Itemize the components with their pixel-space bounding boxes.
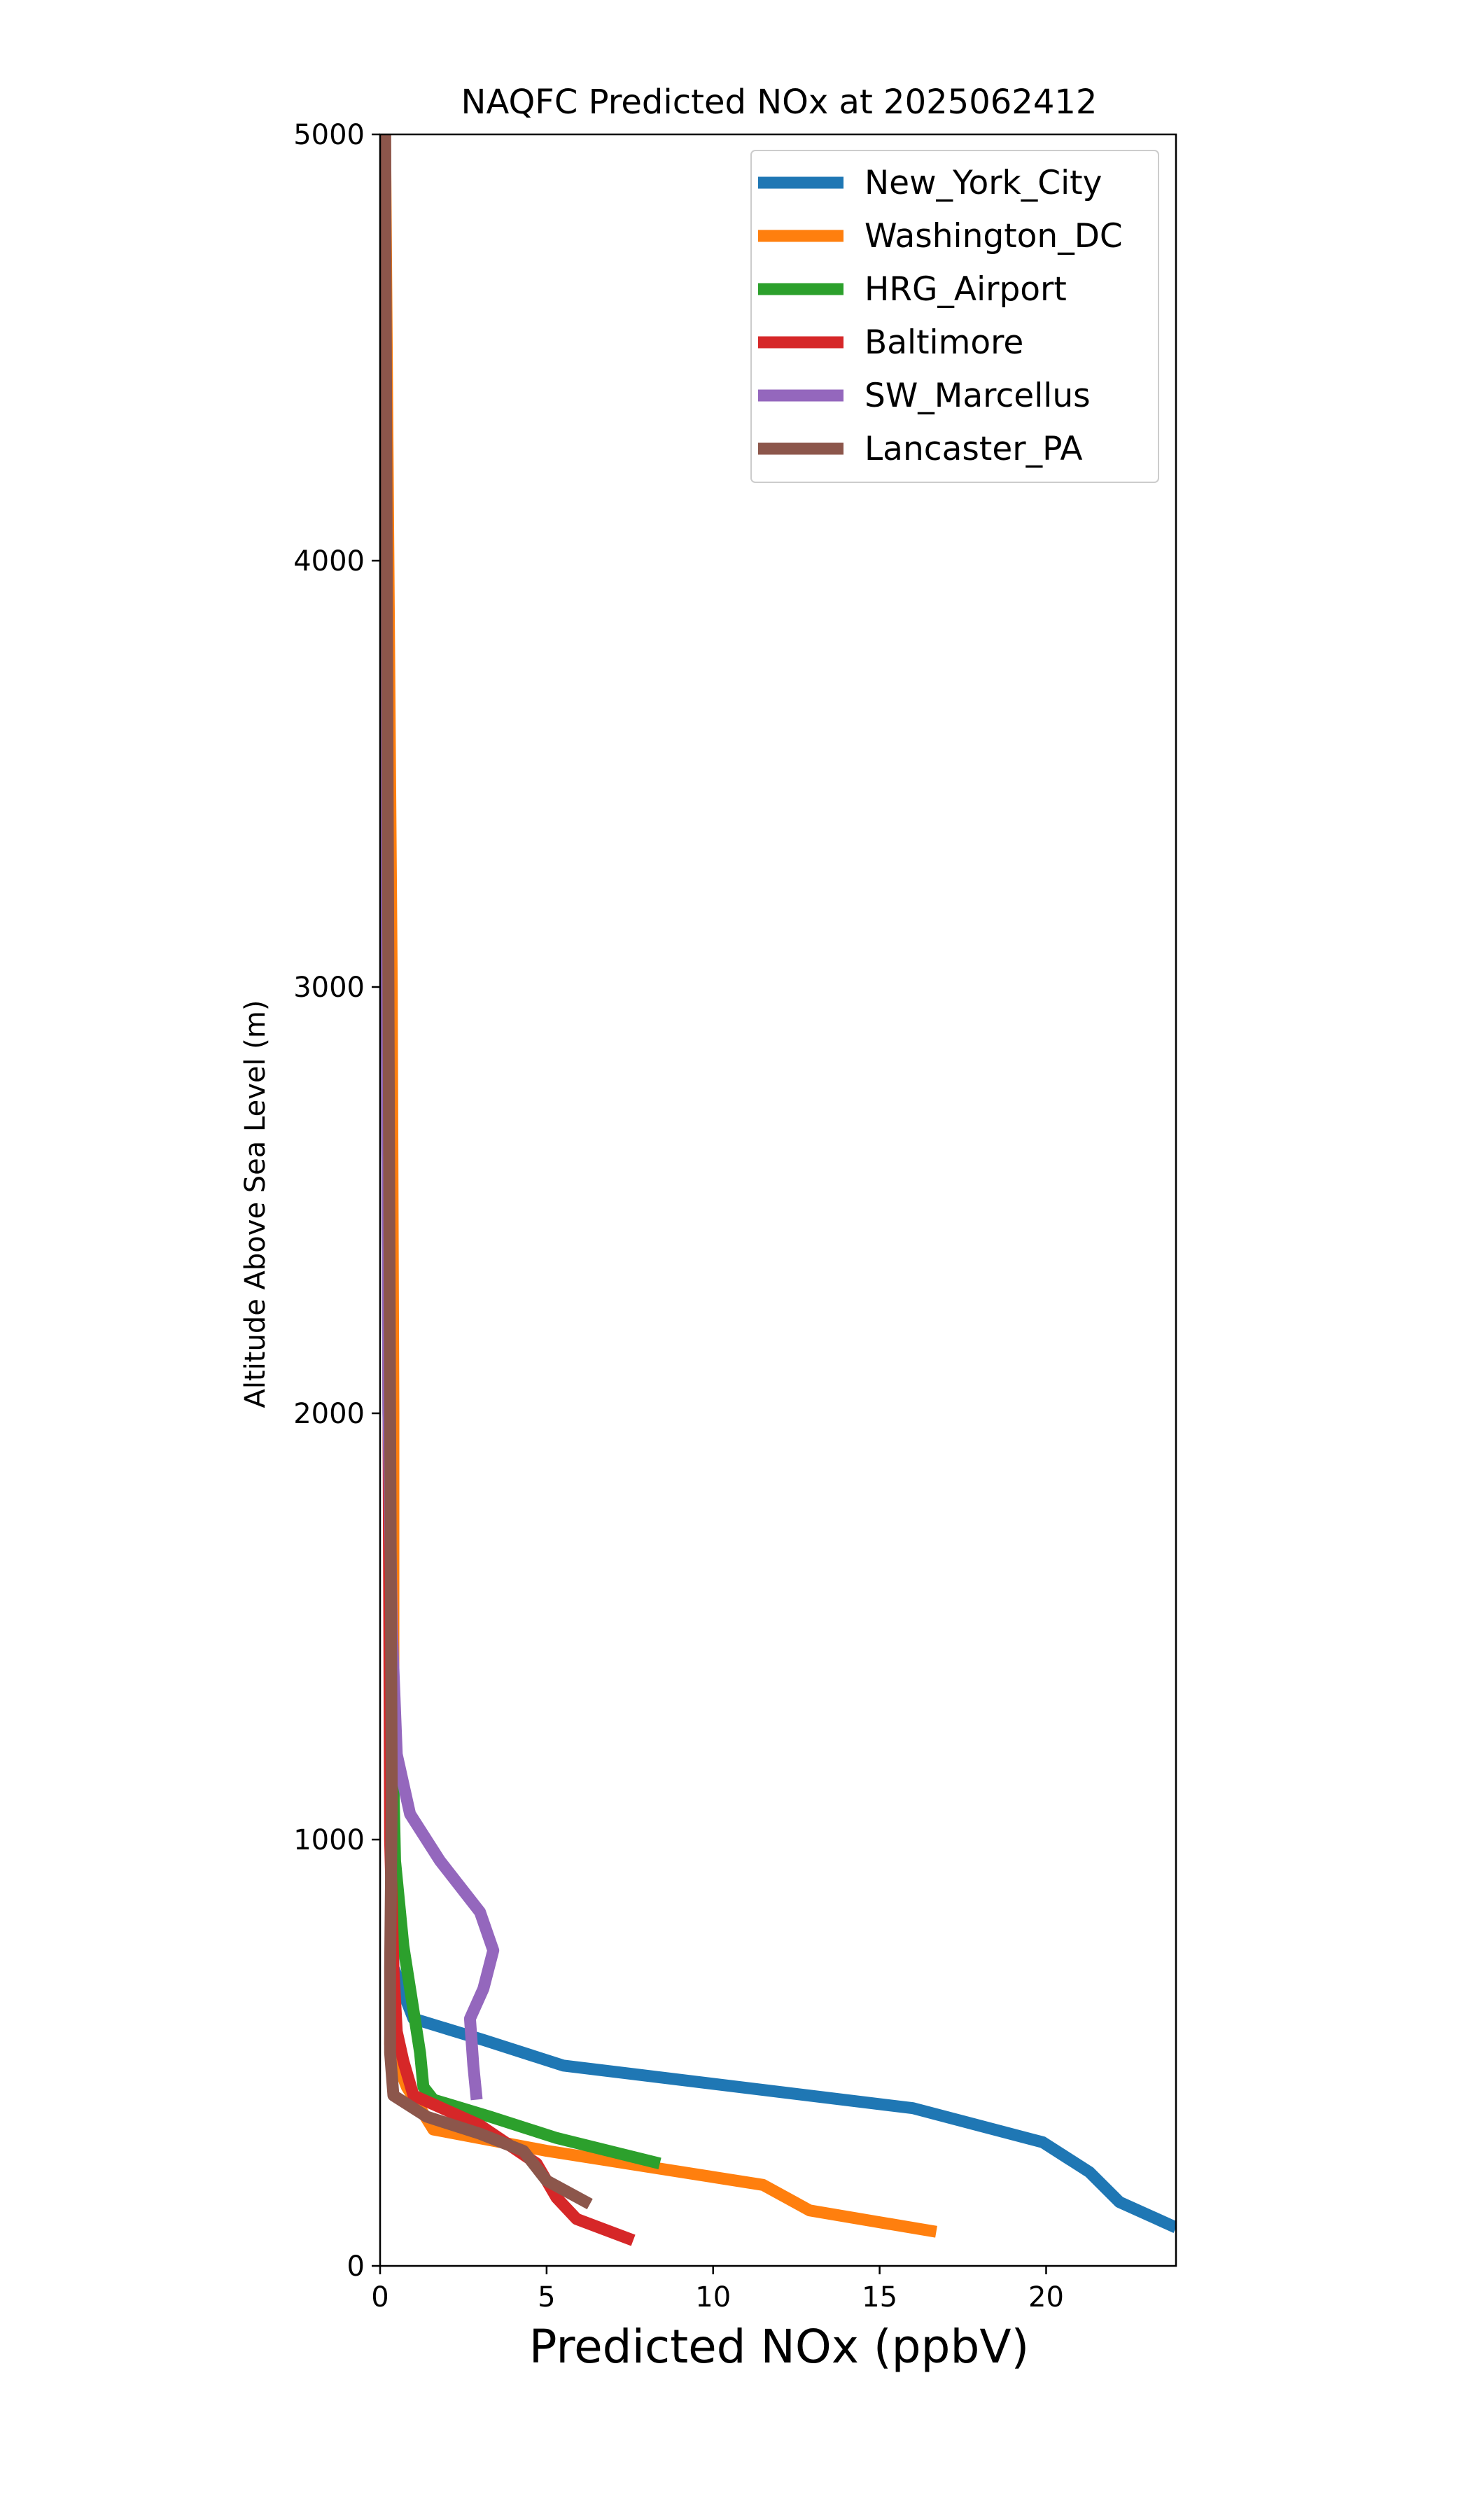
plot-area — [380, 134, 1176, 2266]
x-tick-label: 5 — [538, 2281, 555, 2314]
x-tick-label: 15 — [862, 2281, 897, 2314]
legend-label-sw-marcellus: SW_Marcellus — [864, 377, 1091, 415]
legend-frame — [750, 150, 1159, 483]
legend-label-washington-dc: Washington_DC — [864, 217, 1123, 255]
legend: New_York_City Washington_DC HRG_Airport Bal… — [750, 150, 1159, 483]
plot-background — [380, 134, 1176, 2266]
series-line-lancaster-pa — [380, 134, 593, 2210]
chart-title: NAQFC Predicted NOx at 2025062412 — [461, 83, 1098, 122]
y-tick-label: 1000 — [293, 1824, 365, 1856]
legend-label-baltimore: Baltimore — [864, 323, 1023, 362]
y-tick-label: 5000 — [293, 119, 365, 151]
y-tick-label: 0 — [347, 2250, 365, 2283]
y-tick-label: 3000 — [293, 972, 365, 1004]
legend-label-lancaster-pa: Lancaster_PA — [864, 430, 1083, 468]
axes: 0 5 10 15 20 0 1000 2000 3000 4000 5000 — [293, 119, 1177, 2314]
x-tick-label: 10 — [695, 2281, 731, 2314]
y-tick-label: 2000 — [293, 1398, 365, 1430]
y-axis-label: Altitude Above Sea Level (m) — [239, 1000, 272, 1408]
axes-frame — [379, 133, 1177, 2267]
y-tick-label: 4000 — [293, 545, 365, 578]
legend-label-hrg-airport: HRG_Airport — [864, 270, 1067, 309]
x-axis-label: Predicted NOx (ppbV) — [529, 2320, 1030, 2374]
legend-label-new-york-city: New_York_City — [864, 164, 1102, 202]
x-tick-label: 0 — [371, 2281, 388, 2314]
x-tick-label: 20 — [1028, 2281, 1064, 2314]
